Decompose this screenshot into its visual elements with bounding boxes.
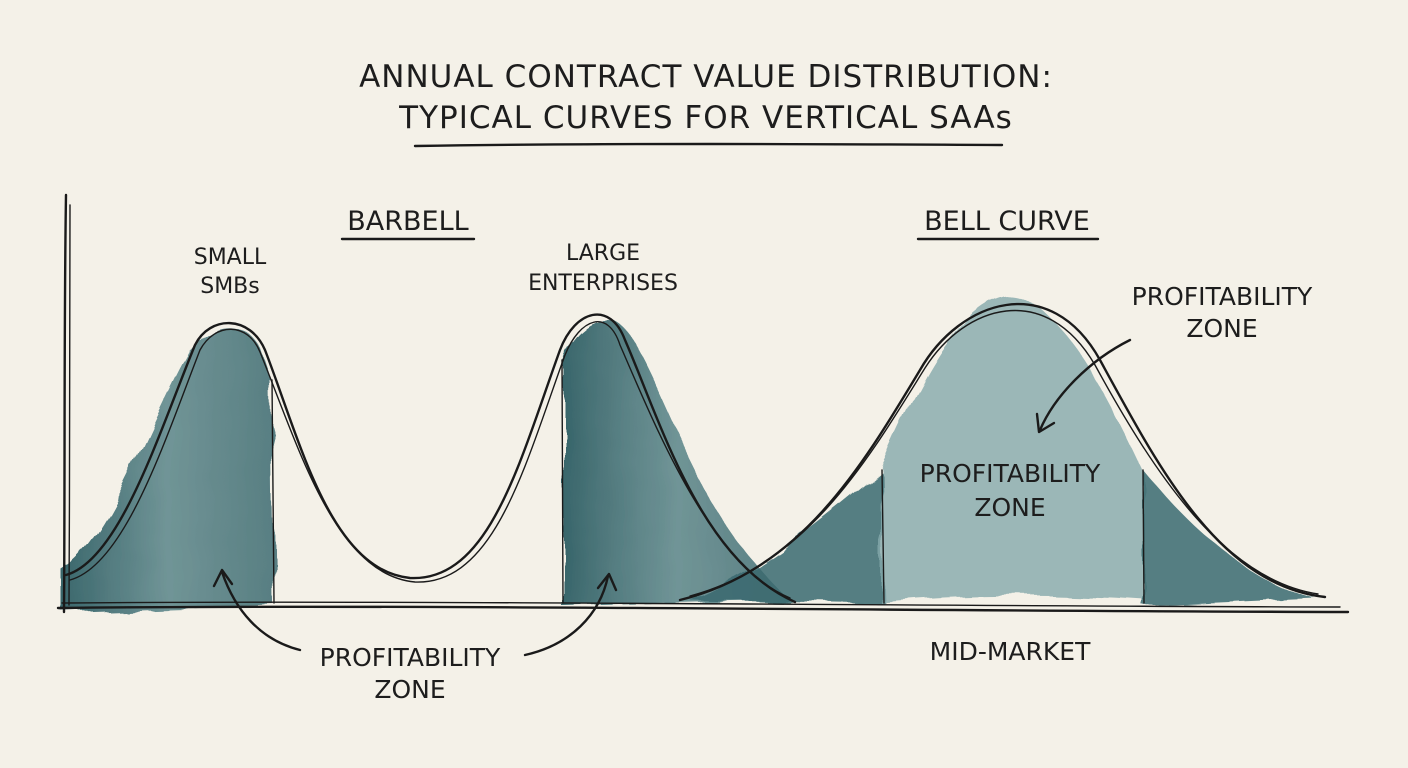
arrow-to-smb-zone bbox=[220, 570, 302, 652]
small-smb-label-2: SMBs bbox=[200, 274, 260, 299]
bell-zone-boundary-left bbox=[881, 469, 885, 604]
bell-inner-zone-1: PROFITABILITY bbox=[920, 459, 1101, 488]
bell-zone-boundary-right bbox=[1142, 469, 1145, 604]
x-axis bbox=[56, 605, 1350, 614]
large-enterprise-label-2: ENTERPRISES bbox=[528, 271, 678, 296]
mid-market-label: MID-MARKET bbox=[930, 637, 1091, 666]
title-line-2: TYPICAL CURVES FOR VERTICAL SAAs bbox=[398, 100, 1013, 136]
bell-left-fill bbox=[690, 470, 884, 604]
bell-callout-zone-1: PROFITABILITY bbox=[1132, 282, 1313, 311]
small-smb-label-1: SMALL bbox=[194, 245, 267, 270]
barbell-curve-sketch bbox=[69, 321, 791, 599]
bell-curve bbox=[678, 303, 1327, 602]
arrow-to-bell-zone bbox=[1038, 338, 1132, 432]
barbell-curve bbox=[64, 313, 797, 604]
y-axis bbox=[62, 193, 68, 614]
arrow-to-smb-zone-head bbox=[212, 568, 234, 588]
x-axis-double bbox=[61, 601, 1341, 608]
smb-zone-boundary bbox=[271, 379, 275, 604]
title-underline bbox=[413, 142, 1004, 148]
bell-right-fill bbox=[1143, 470, 1315, 606]
barbell-heading: BARBELL bbox=[347, 206, 468, 237]
title-line-1: ANNUAL CONTRACT VALUE DISTRIBUTION: bbox=[359, 59, 1053, 95]
barbell-zone-label-2: ZONE bbox=[374, 675, 445, 704]
bell-callout-zone-2: ZONE bbox=[1186, 314, 1257, 343]
bell-middle-fill bbox=[880, 295, 1145, 602]
large-enterprise-label-1: LARGE bbox=[566, 241, 640, 266]
bell-inner-zone-2: ZONE bbox=[974, 493, 1045, 522]
y-axis-double bbox=[68, 204, 71, 606]
bell-curve-sketch bbox=[689, 309, 1319, 597]
arrow-to-enterprise-zone-head bbox=[596, 572, 618, 592]
barbell-zone-label-1: PROFITABILITY bbox=[320, 643, 501, 672]
arrow-to-bell-zone-head bbox=[1035, 412, 1056, 434]
arrow-to-enterprise-zone bbox=[523, 574, 610, 657]
enterprise-zone-boundary bbox=[561, 359, 564, 604]
bell-heading: BELL CURVE bbox=[924, 206, 1090, 237]
smb-profitability-fill bbox=[62, 326, 274, 612]
